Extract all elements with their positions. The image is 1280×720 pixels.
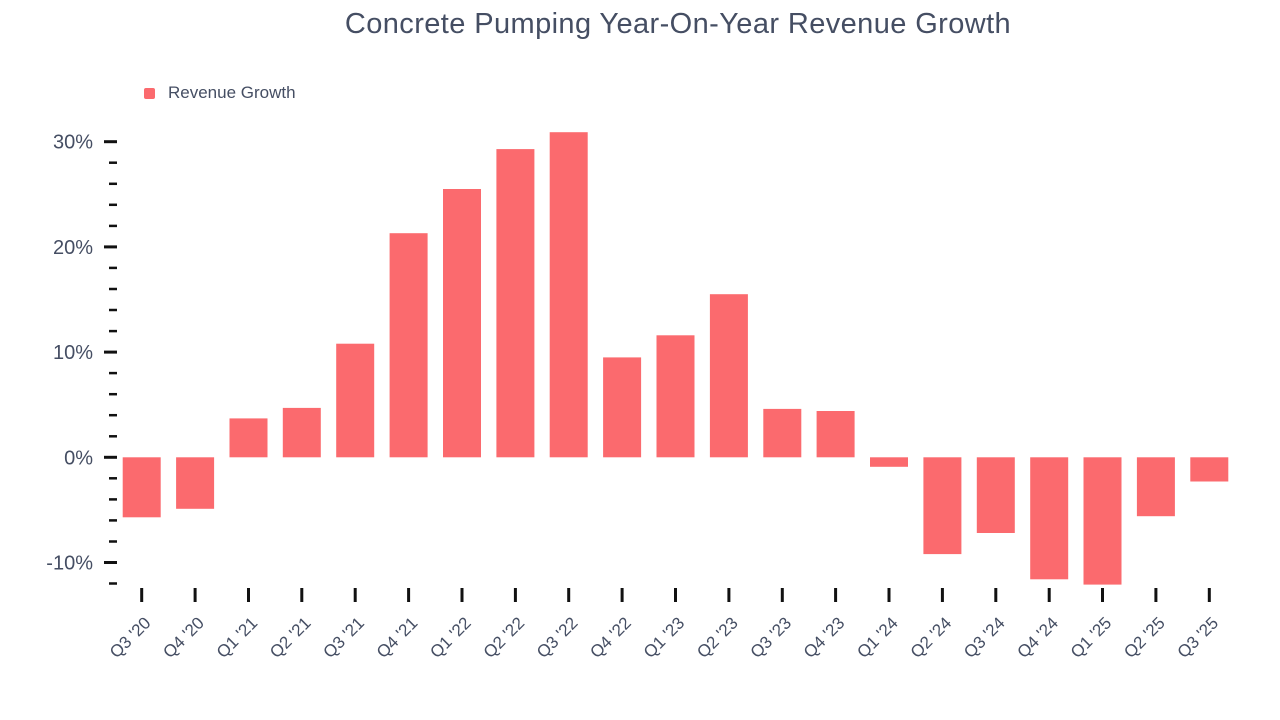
bar-q3-23 [763, 408, 802, 458]
x-axis-tick-label: Q2 '22 [480, 613, 528, 661]
x-axis-tick-label: Q3 '24 [960, 613, 1008, 661]
legend: Revenue Growth [144, 83, 296, 103]
y-axis-tick-label: -10% [46, 553, 93, 575]
y-axis-tick-label: 20% [53, 237, 93, 259]
bar-q3-22 [549, 132, 588, 458]
x-axis-tick-label: Q4 '23 [800, 613, 848, 661]
bar-q4-20 [176, 457, 215, 509]
x-axis-tick-label: Q3 '21 [320, 613, 368, 661]
bar-q3-24 [976, 457, 1015, 533]
bar-q2-24 [923, 457, 962, 555]
y-axis-tick-label: 30% [53, 132, 93, 154]
chart-title: Concrete Pumping Year-On-Year Revenue Gr… [344, 8, 1012, 40]
bar-q2-23 [709, 294, 748, 458]
bar-q1-24 [870, 457, 908, 467]
bar-q1-23 [656, 335, 695, 458]
bar-q1-21 [229, 418, 268, 458]
x-axis-tick-label: Q4 '24 [1014, 613, 1062, 661]
bar-q1-25 [1083, 457, 1122, 585]
bar-q3-20 [122, 457, 161, 518]
x-axis-tick-label: Q4 '22 [586, 613, 634, 661]
x-axis-tick-label: Q3 '22 [533, 613, 581, 661]
x-axis-tick-label: Q1 '23 [640, 613, 688, 661]
x-axis-tick-label: Q1 '21 [213, 613, 261, 661]
x-axis-tick-label: Q3 '20 [106, 613, 154, 661]
bar-q4-21 [389, 233, 428, 458]
legend-label: Revenue Growth [168, 83, 296, 102]
x-axis-tick-label: Q4 '21 [373, 613, 421, 661]
x-axis-tick-label: Q3 '25 [1174, 613, 1222, 661]
x-axis-tick-label: Q4 '20 [159, 613, 207, 661]
bar-q3-21 [336, 343, 375, 458]
legend-swatch-icon [144, 87, 155, 99]
x-axis-tick-label: Q2 '25 [1120, 613, 1168, 661]
x-axis-tick-label: Q2 '23 [693, 613, 741, 661]
x-axis-tick-label: Q2 '21 [266, 613, 314, 661]
bar-q2-21 [282, 407, 321, 458]
y-axis-tick-label: 10% [53, 342, 93, 364]
bar-q3-25 [1190, 457, 1229, 482]
x-axis-tick-label: Q1 '22 [426, 613, 474, 661]
y-axis-tick-label: 0% [64, 447, 93, 469]
bar-q4-24 [1030, 457, 1069, 580]
x-axis-tick-label: Q3 '23 [747, 613, 795, 661]
bar-q2-25 [1136, 457, 1175, 517]
bar-q4-23 [816, 411, 855, 458]
bar-q4-22 [603, 357, 642, 458]
x-axis-tick-label: Q1 '24 [853, 613, 901, 661]
x-axis-tick-label: Q1 '25 [1067, 613, 1115, 661]
x-axis-tick-label: Q2 '24 [907, 613, 955, 661]
bar-q2-22 [496, 149, 535, 458]
bar-q1-22 [443, 189, 481, 458]
